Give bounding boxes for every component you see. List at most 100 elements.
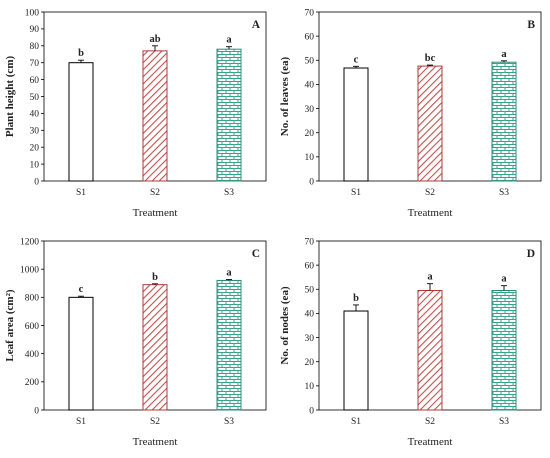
significance-letter: a xyxy=(501,49,507,60)
y-tick-label: 30 xyxy=(305,334,315,344)
y-tick-label: 10 xyxy=(305,382,315,392)
error-bar xyxy=(226,279,232,281)
y-tick-label: 80 xyxy=(30,42,40,52)
error-bar xyxy=(353,65,359,69)
y-tick-label: 100 xyxy=(25,8,40,18)
x-tick-label: S1 xyxy=(351,188,361,198)
chart-svg: 0 10 20 30 40 50 60 70 80 90 100 b S1 ab S2 a S3 Treatmen… xyxy=(4,8,267,219)
x-tick-label: S2 xyxy=(425,417,435,427)
error-bar xyxy=(427,283,433,291)
y-tick-label: 70 xyxy=(30,59,40,69)
y-axis-label: Plant height (cm) xyxy=(4,56,16,138)
x-tick-label: S3 xyxy=(499,417,509,427)
y-tick-label: 60 xyxy=(30,76,40,86)
bar-s2 xyxy=(142,284,168,411)
y-tick-label: 30 xyxy=(305,105,315,115)
bar-s3 xyxy=(216,48,242,182)
y-tick-label: 60 xyxy=(305,32,315,42)
significance-letter: bc xyxy=(425,53,436,64)
chart-panel-b: 0 10 20 30 40 50 60 70 c S1 bc S2 a S3 Treatment No. of… xyxy=(275,0,550,229)
significance-letter: b xyxy=(353,293,359,304)
x-tick-label: S3 xyxy=(224,417,234,427)
bar-s3 xyxy=(491,289,517,411)
bar-s2 xyxy=(417,289,443,411)
error-bar xyxy=(501,285,507,291)
chart-svg: 0 10 20 30 40 50 60 70 c S1 bc S2 a S3 Treatment No. of… xyxy=(279,8,542,219)
error-bar xyxy=(78,59,84,63)
panel-label: A xyxy=(252,19,261,31)
chart-panel-c: 0 200 400 600 800 1000 1200 c S1 b S2 a S3 Treatment L… xyxy=(0,229,275,458)
y-tick-label: 40 xyxy=(30,110,40,120)
x-axis-label: Treatment xyxy=(133,207,178,219)
significance-letter: b xyxy=(78,48,84,59)
x-tick-label: S1 xyxy=(351,417,361,427)
significance-letter: c xyxy=(79,284,84,295)
x-tick-label: S3 xyxy=(499,188,509,198)
bar-s2 xyxy=(417,65,443,182)
x-tick-label: S1 xyxy=(76,417,86,427)
x-tick-label: S1 xyxy=(76,188,86,198)
error-bar xyxy=(501,60,507,63)
bar-s3 xyxy=(216,279,242,411)
chart-panel-d: 0 10 20 30 40 50 60 70 b S1 a S2 a S3 Treatment No. of … xyxy=(275,229,550,458)
chart-svg: 0 10 20 30 40 50 60 70 b S1 a S2 a S3 Treatment No. of … xyxy=(279,237,542,448)
panel-label: D xyxy=(527,248,535,260)
y-axis-label: No. of nodes (ea) xyxy=(279,286,291,365)
error-bar xyxy=(152,45,158,51)
significance-letter: a xyxy=(226,268,232,279)
chart-panel-a: 0 10 20 30 40 50 60 70 80 90 100 b S1 ab S2 a S3 Treatmen… xyxy=(0,0,275,229)
y-tick-label: 40 xyxy=(305,310,315,320)
y-tick-label: 0 xyxy=(309,406,314,416)
bar-s2 xyxy=(142,50,168,182)
y-tick-label: 30 xyxy=(30,127,40,137)
y-tick-label: 1000 xyxy=(20,265,39,275)
x-axis-label: Treatment xyxy=(408,436,453,448)
x-axis-label: Treatment xyxy=(133,436,178,448)
panel-label: B xyxy=(527,19,535,31)
x-tick-label: S3 xyxy=(224,188,234,198)
error-bar xyxy=(353,304,359,312)
y-tick-label: 400 xyxy=(25,350,40,360)
y-tick-label: 200 xyxy=(25,378,40,388)
y-tick-label: 10 xyxy=(30,160,40,170)
y-tick-label: 1200 xyxy=(20,237,39,247)
y-tick-label: 40 xyxy=(305,81,315,91)
bar-s1 xyxy=(343,67,369,182)
chart-svg: 0 200 400 600 800 1000 1200 c S1 b S2 a S3 Treatment L… xyxy=(4,237,267,448)
y-tick-label: 50 xyxy=(305,57,315,67)
x-axis-label: Treatment xyxy=(408,207,453,219)
significance-letter: c xyxy=(354,54,359,65)
y-axis-label: No. of leaves (ea) xyxy=(279,56,291,136)
x-tick-label: S2 xyxy=(425,188,435,198)
y-axis-label: Leaf area (cm²) xyxy=(4,289,16,361)
bar-s1 xyxy=(68,62,94,182)
y-tick-label: 20 xyxy=(305,129,315,139)
error-bar xyxy=(226,46,232,50)
y-tick-label: 60 xyxy=(305,261,315,271)
y-tick-label: 90 xyxy=(30,25,40,35)
y-tick-label: 20 xyxy=(30,144,40,154)
significance-letter: b xyxy=(152,272,158,283)
y-tick-label: 0 xyxy=(34,177,39,187)
y-tick-label: 50 xyxy=(305,286,315,296)
y-tick-label: 70 xyxy=(305,237,315,247)
panel-label: C xyxy=(252,248,260,260)
bar-s3 xyxy=(491,61,517,182)
significance-letter: a xyxy=(226,35,232,46)
y-tick-label: 50 xyxy=(30,93,40,103)
y-tick-label: 20 xyxy=(305,358,315,368)
bar-s1 xyxy=(343,310,369,411)
bar-s1 xyxy=(68,296,94,411)
y-tick-label: 70 xyxy=(305,8,315,18)
significance-letter: a xyxy=(501,274,507,285)
significance-letter: a xyxy=(427,272,433,283)
error-bar xyxy=(78,295,84,298)
x-tick-label: S2 xyxy=(150,417,160,427)
y-tick-label: 10 xyxy=(305,153,315,163)
error-bar xyxy=(152,283,158,285)
significance-letter: ab xyxy=(149,34,160,45)
error-bar xyxy=(427,64,433,67)
x-tick-label: S2 xyxy=(150,188,160,198)
y-tick-label: 0 xyxy=(34,406,39,416)
y-tick-label: 600 xyxy=(25,322,40,332)
